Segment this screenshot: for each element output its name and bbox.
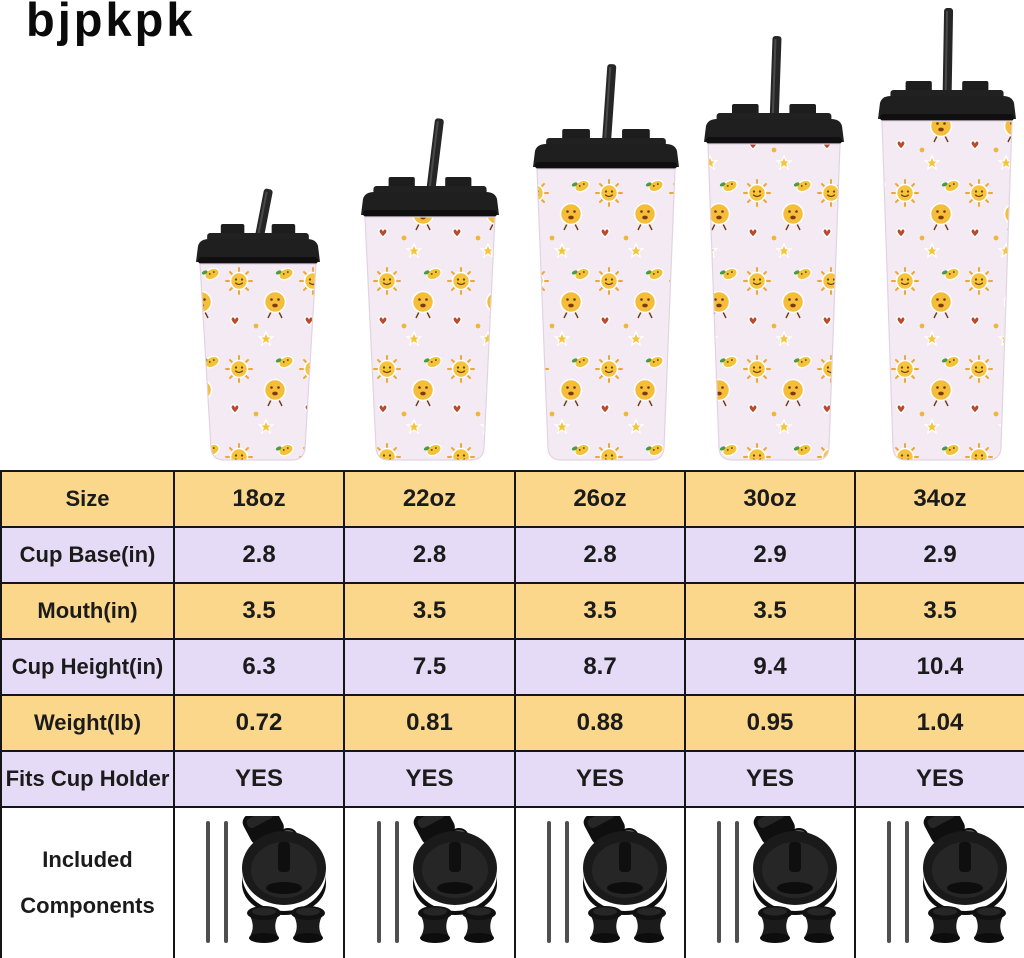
two-plugs-icon [928, 906, 1006, 943]
brand-logo: bjpkpk [26, 0, 196, 46]
spec-value: 9.4 [684, 638, 856, 696]
table-row-included-components: Included Components [0, 806, 1024, 958]
spec-value: 6.3 [173, 638, 345, 696]
tumbler-34oz [878, 7, 1016, 461]
row-label: Fits Cup Holder [0, 750, 175, 808]
spec-value: 3.5 [684, 582, 856, 640]
tumbler-22oz [361, 118, 499, 461]
included-components-cell [173, 806, 345, 958]
included-components-cell [343, 806, 516, 958]
table-row-size: Size 18oz 22oz 26oz 30oz 34oz [0, 470, 1024, 528]
spec-value: YES [514, 750, 686, 808]
two-straws-icon [717, 821, 739, 943]
spec-value: 26oz [514, 470, 686, 528]
row-label: Weight(lb) [0, 694, 175, 752]
spec-value: 18oz [173, 470, 345, 528]
table-row-cup-holder: Fits Cup Holder YES YES YES YES YES [0, 750, 1024, 808]
spec-value: 2.8 [343, 526, 516, 584]
tumbler-lid [704, 104, 844, 144]
spec-value: 2.8 [514, 526, 686, 584]
tumbler-lid [196, 224, 320, 264]
spec-value: YES [343, 750, 516, 808]
two-straws-icon [206, 821, 228, 943]
two-straws-icon [547, 821, 569, 943]
two-plugs-icon [247, 906, 325, 943]
two-plugs-icon [758, 906, 836, 943]
spec-value: 30oz [684, 470, 856, 528]
included-components-cell [684, 806, 856, 958]
row-label: Included Components [0, 806, 175, 958]
spec-value: 2.9 [854, 526, 1024, 584]
spec-value: 3.5 [514, 582, 686, 640]
spec-value: 7.5 [343, 638, 516, 696]
spec-value: 0.95 [684, 694, 856, 752]
table-row-mouth: Mouth(in) 3.5 3.5 3.5 3.5 3.5 [0, 582, 1024, 640]
spec-value: 2.8 [173, 526, 345, 584]
straw-icon [942, 7, 954, 104]
two-plugs-icon [588, 906, 666, 943]
straw-icon [425, 118, 444, 200]
tumbler-30oz [704, 35, 844, 461]
row-label: Size [0, 470, 175, 528]
flip-lid-icon [412, 816, 497, 915]
tumbler-18oz [196, 188, 320, 461]
spec-value: YES [854, 750, 1024, 808]
included-components-graphic [887, 816, 1007, 943]
two-straws-icon [376, 821, 399, 943]
flip-lid-icon [753, 816, 837, 915]
spec-value: 1.04 [854, 694, 1024, 752]
spec-value: 2.9 [684, 526, 856, 584]
straw-icon [601, 64, 617, 152]
spec-value: YES [684, 750, 856, 808]
straw-icon [253, 188, 273, 247]
tumbler-lid [878, 81, 1016, 121]
row-label: Cup Base(in) [0, 526, 175, 584]
tumbler-lid [533, 129, 679, 169]
spec-value: 0.72 [173, 694, 345, 752]
spec-value: 0.81 [343, 694, 516, 752]
spec-value: 34oz [854, 470, 1024, 528]
row-label: Cup Height(in) [0, 638, 175, 696]
two-straws-icon [887, 821, 909, 943]
included-components-graphic [206, 816, 326, 943]
spec-value: YES [173, 750, 345, 808]
spec-value: 0.88 [514, 694, 686, 752]
included-components-graphic [376, 816, 497, 943]
spec-value: 3.5 [343, 582, 516, 640]
table-row-cup-height: Cup Height(in) 6.3 7.5 8.7 9.4 10.4 [0, 638, 1024, 696]
spec-value: 22oz [343, 470, 516, 528]
tumbler-lineup-graphic [196, 7, 1016, 461]
spec-value: 3.5 [854, 582, 1024, 640]
spec-value: 3.5 [173, 582, 345, 640]
tumbler-26oz [533, 64, 679, 461]
included-components-cell [854, 806, 1024, 958]
spec-value: 10.4 [854, 638, 1024, 696]
spec-value: 8.7 [514, 638, 686, 696]
flip-lid-icon [242, 816, 326, 915]
straw-icon [769, 35, 782, 127]
table-row-weight: Weight(lb) 0.72 0.81 0.88 0.95 1.04 [0, 694, 1024, 752]
included-components-graphic [547, 816, 667, 943]
included-components-graphic [717, 816, 837, 943]
tumbler-lid [361, 177, 499, 217]
table-row-cup-base: Cup Base(in) 2.8 2.8 2.8 2.9 2.9 [0, 526, 1024, 584]
row-label: Mouth(in) [0, 582, 175, 640]
flip-lid-icon [923, 816, 1007, 915]
included-components-cell [514, 806, 686, 958]
spec-table: Size 18oz 22oz 26oz 30oz 34oz Cup Base(i… [0, 470, 1024, 958]
flip-lid-icon [583, 816, 667, 915]
two-plugs-icon [417, 906, 496, 943]
